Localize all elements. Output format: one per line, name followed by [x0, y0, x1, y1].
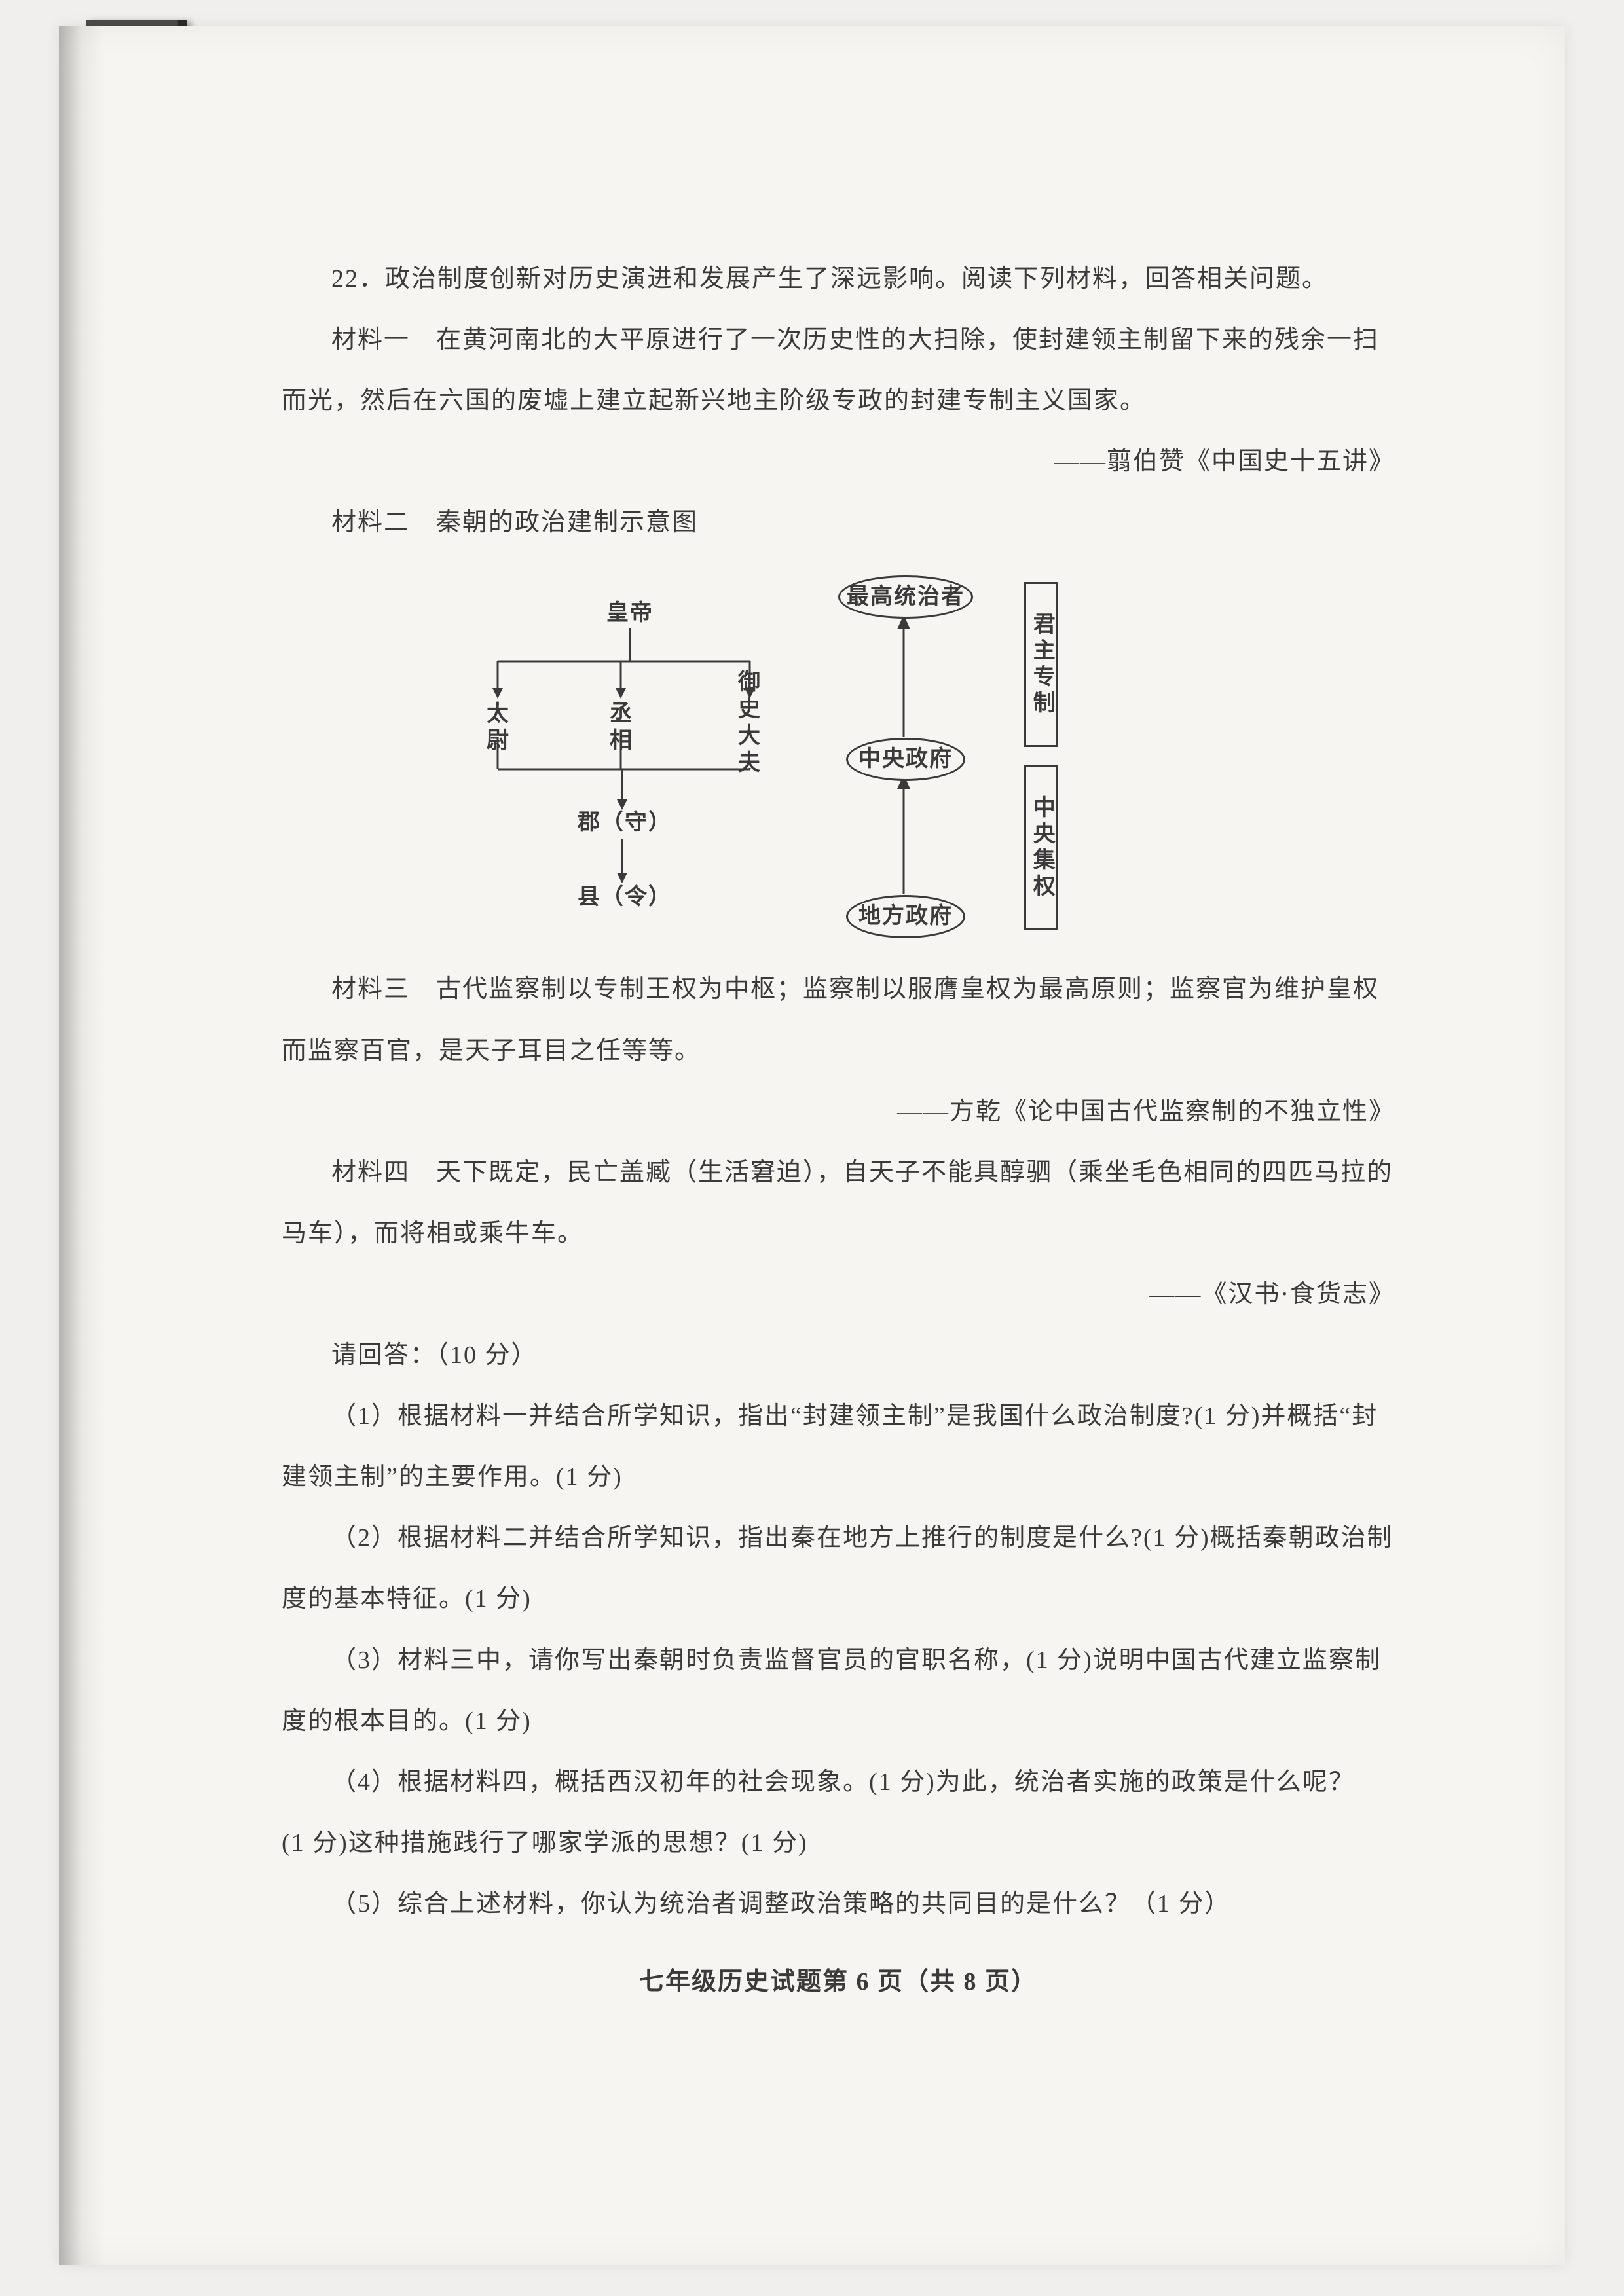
material-3: 材料三 古代监察制以专制王权为中枢；监察制以服膺皇权为最高原则；监察官为维护皇权… [282, 959, 1395, 1081]
node-local-gov-label: 地方政府 [858, 904, 953, 928]
question-3: （3）材料三中，请你写出秦朝时负责监督官员的官职名称，(1 分)说明中国古代建立… [282, 1630, 1395, 1752]
node-central-gov: 中央政府 [846, 738, 965, 781]
material-1-source: ——翦伯赞《中国史十五讲》 [282, 431, 1395, 492]
label-emperor: 皇帝 [604, 600, 656, 627]
label-chengxiang: 丞 相 [592, 701, 651, 755]
node-central-gov-label: 中央政府 [858, 747, 953, 771]
label-xian: 县（令） [572, 884, 677, 911]
label-yushi-3: 大 [727, 723, 773, 750]
side-box-junzhu-label: 君主专制 [1027, 612, 1056, 717]
question-2: （2）根据材料二并结合所学知识，指出秦在地方上推行的制度是什么?(1 分)概括秦… [282, 1508, 1395, 1630]
node-supreme-ruler: 最高统治者 [838, 575, 973, 619]
node-local-gov: 地方政府 [846, 895, 965, 938]
content-body: 22．政治制度创新对历史演进和发展产生了深远影响。阅读下列材料，回答相关问题。 … [282, 249, 1395, 2013]
question-1: （1）根据材料一并结合所学知识，指出“封建领主制”是我国什么政治制度?(1 分)… [282, 1386, 1395, 1508]
page-footer: 七年级历史试题第 6 页（共 8 页） [282, 1952, 1395, 2013]
material-1: 材料一 在黄河南北的大平原进行了一次历史性的大扫除，使封建领主制留下来的残余一扫… [282, 310, 1395, 431]
material-3-source: ——方乾《论中国古代监察制的不独立性》 [282, 1082, 1395, 1142]
question-4a: （4）根据材料四，概括西汉初年的社会现象。(1 分)为此，统治者实施的政策是什么… [282, 1752, 1395, 1813]
label-taiwei-1: 太 [469, 701, 528, 728]
question-5: （5）综合上述材料，你认为统治者调整政治策略的共同目的是什么？（1 分） [282, 1874, 1395, 1935]
label-jun: 郡（守） [572, 810, 677, 837]
answer-heading: 请回答：（10 分） [282, 1325, 1395, 1386]
page: 22．政治制度创新对历史演进和发展产生了深远影响。阅读下列材料，回答相关问题。 … [59, 26, 1565, 2265]
material-4: 材料四 天下既定，民亡盖臧（生活窘迫），自天子不能具醇驷（乘坐毛色相同的四匹马拉… [282, 1142, 1395, 1264]
side-box-zhongyang-label: 中央集权 [1027, 795, 1056, 900]
qin-political-structure-diagram: 最高统治者 皇帝 太 尉 丞 相 御 史 大 夫 中央政 [458, 573, 1126, 939]
question-22-intro: 22．政治制度创新对历史演进和发展产生了深远影响。阅读下列材料，回答相关问题。 [282, 249, 1395, 310]
side-box-junzhu: 君主专制 [1024, 582, 1058, 747]
material-4-source: ——《汉书·食货志》 [282, 1264, 1395, 1325]
label-taiwei: 太 尉 [469, 701, 528, 755]
label-yushidafu: 御 史 大 夫 [727, 670, 773, 776]
label-yushi-1: 御 [727, 670, 773, 697]
label-yushi-2: 史 [727, 697, 773, 723]
node-supreme-ruler-label: 最高统治者 [847, 585, 965, 609]
label-chengxiang-2: 相 [592, 728, 651, 755]
side-box-zhongyang: 中央集权 [1024, 765, 1058, 930]
question-4b: (1 分)这种措施践行了哪家学派的思想？(1 分) [282, 1813, 1395, 1874]
label-yushi-4: 夫 [727, 750, 773, 777]
material-2-title: 材料二 秦朝的政治建制示意图 [282, 492, 1395, 553]
label-taiwei-2: 尉 [469, 728, 528, 755]
label-chengxiang-1: 丞 [592, 701, 651, 728]
